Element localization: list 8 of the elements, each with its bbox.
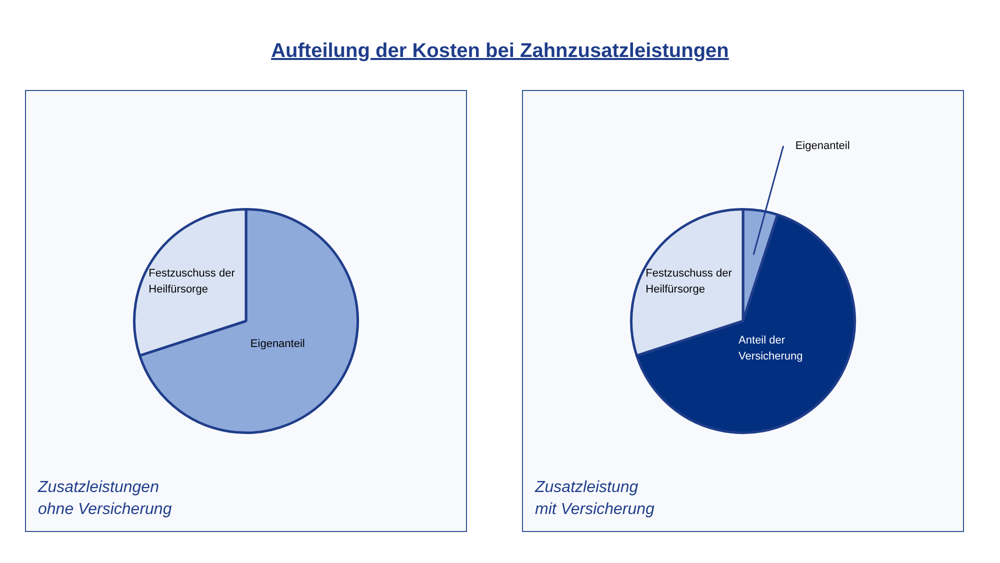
slice-label: Eigenanteil bbox=[795, 140, 850, 152]
text: Aufteilung der Kosten bei Zahnzusatzleistungen bbox=[270, 40, 730, 63]
slice-label: Anteil der Versicherung bbox=[738, 334, 803, 363]
text: Zusatzleistungen ohne Versicherung bbox=[38, 478, 172, 520]
text: Zusatzleistung mit Versicherung bbox=[535, 478, 654, 520]
slice-label: Festzuschuss der Heilfürsorge bbox=[646, 268, 732, 296]
slice-label: Festzuschuss der Heilfürsorge bbox=[148, 268, 236, 296]
slice-label: Eigenanteil bbox=[250, 338, 305, 350]
